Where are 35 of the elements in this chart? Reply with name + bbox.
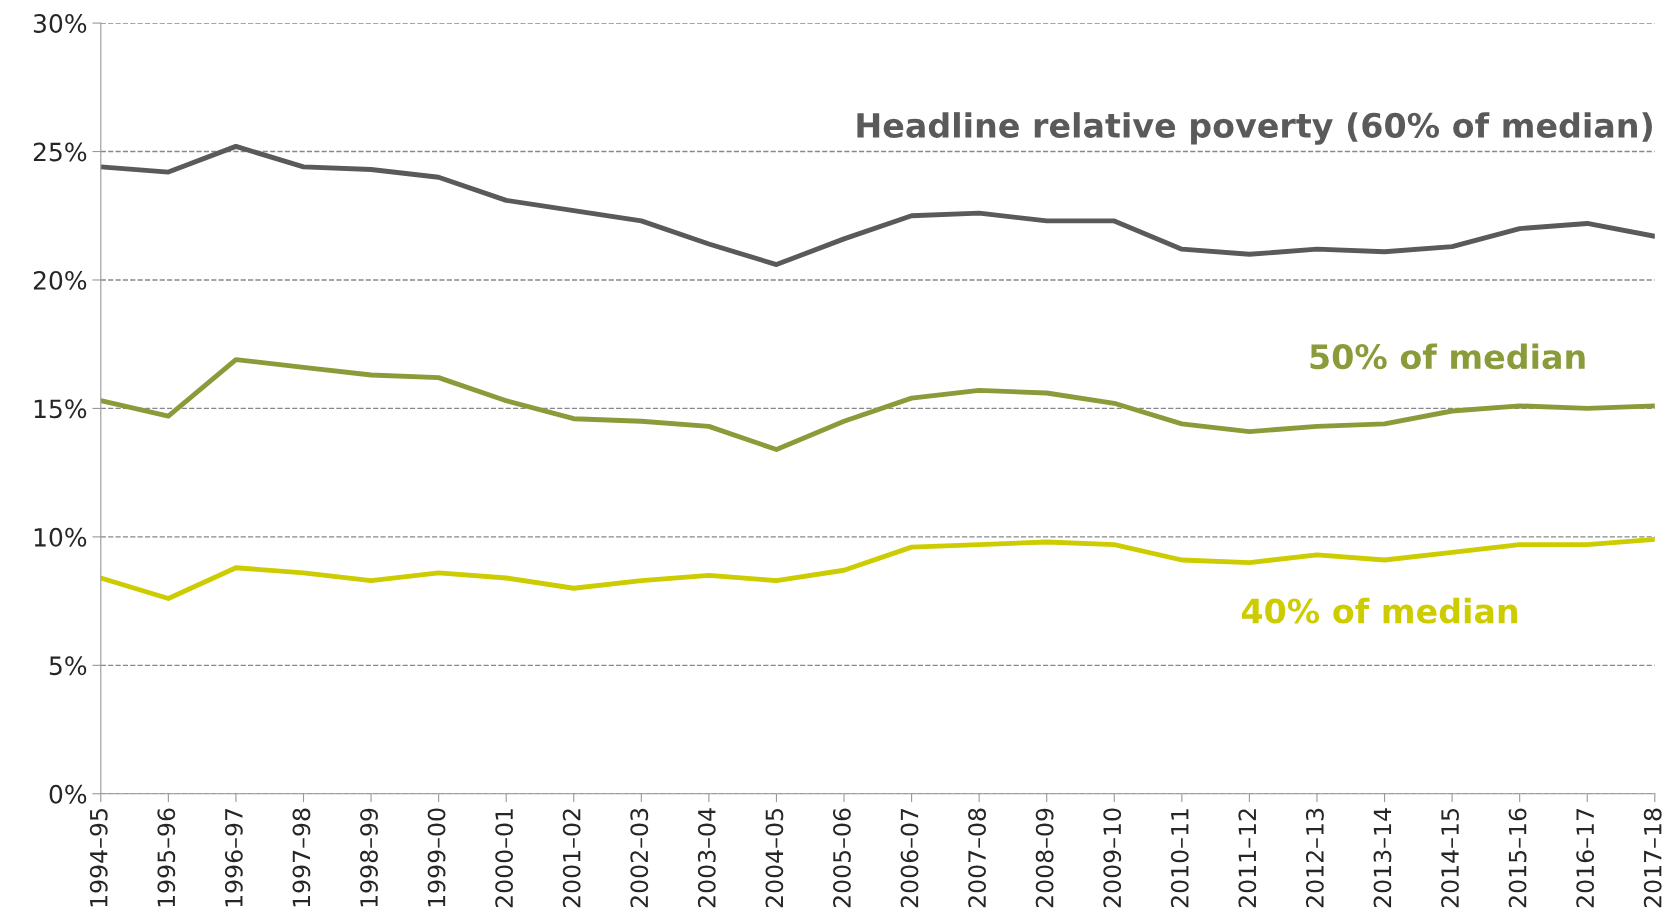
text: Headline relative poverty (60% of median) [857, 112, 1652, 145]
y-tick-label: 0% [49, 784, 87, 804]
y-tick-label: 25% [33, 142, 87, 162]
line-series [100, 143, 1655, 267]
x-tick-label: 2013–14 [1373, 808, 1392, 908]
x-tick-label: 2015–16 [1508, 808, 1527, 908]
x-tick-label: 2012–13 [1305, 808, 1324, 908]
y-tick-label: 5% [49, 656, 87, 676]
x-tick-label: 2009–10 [1103, 808, 1122, 908]
x-tick-label: 1994–95 [89, 809, 108, 907]
y-tick-label: 30% [33, 14, 87, 33]
series-label: 50% of median [1310, 343, 1585, 370]
x-tick-label: 2014–15 [1441, 809, 1459, 908]
x-tick-label: 2003–04 [697, 808, 716, 908]
x-tick-label: 2017–18 [1643, 808, 1662, 908]
x-tick-label: 2010–11 [1170, 809, 1189, 908]
x-tick-label: 2016–17 [1576, 808, 1595, 908]
x-tick-label: 2007–08 [968, 808, 986, 908]
y-tick-label: 10% [34, 527, 87, 547]
x-tick-label: 2011–12 [1238, 809, 1257, 908]
x-tick-label: 1998–99 [360, 808, 378, 907]
x-tick-label: 1999–00 [427, 808, 446, 907]
x-tick-label: 2000–01 [495, 809, 514, 908]
series-label: 40% of median [1241, 597, 1518, 624]
x-tick-label: 2002–03 [630, 808, 649, 908]
x-tick-label: 1996–97 [224, 808, 243, 907]
x-tick-label: 2005–06 [833, 808, 851, 908]
x-tick-label: 1997–98 [292, 808, 311, 907]
y-tick-label: 15% [34, 399, 87, 419]
x-tick-label: 2004–05 [765, 809, 784, 908]
x-tick-label: 2008–09 [1035, 808, 1054, 908]
x-tick-label: 2001–02 [562, 809, 581, 908]
y-tick-label: 20% [33, 270, 87, 290]
x-tick-label: 1995–96 [157, 808, 176, 907]
x-tick-label: 2006–07 [900, 808, 919, 908]
